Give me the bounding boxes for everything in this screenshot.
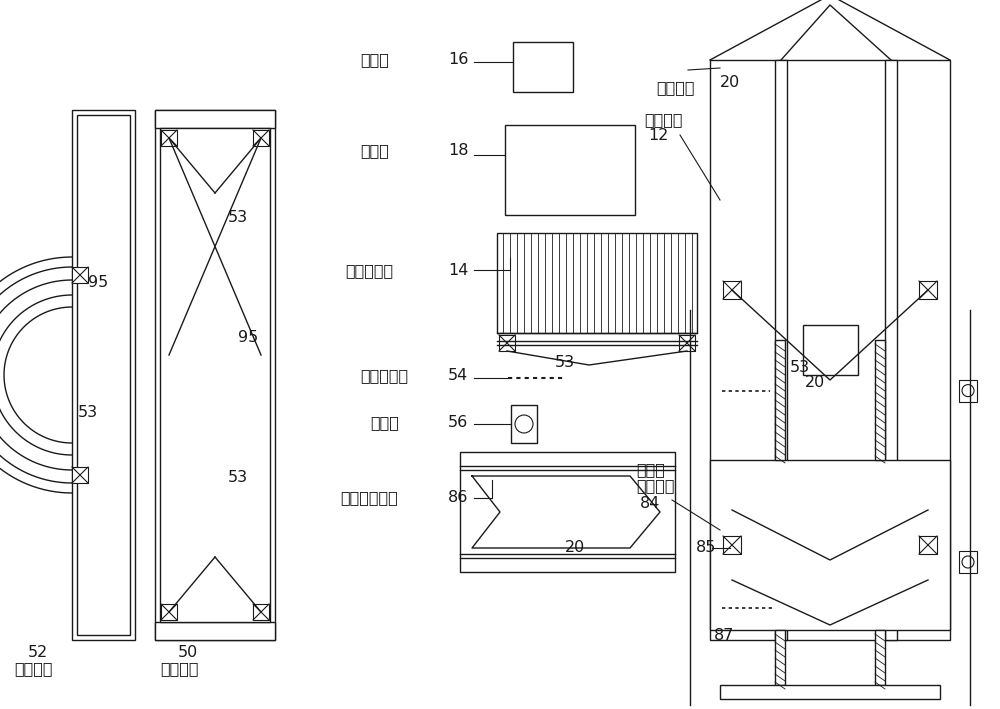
Bar (161, 130, 177, 146)
Text: 18: 18 (448, 143, 468, 158)
Text: 84: 84 (640, 496, 660, 511)
Bar (720, 685, 940, 699)
Text: 20: 20 (565, 540, 585, 555)
Bar (959, 379, 977, 401)
Bar (497, 233, 697, 333)
Bar (155, 622, 275, 640)
Text: 摄像头: 摄像头 (370, 415, 399, 430)
Text: 87: 87 (714, 628, 734, 643)
Bar (775, 340, 785, 460)
Bar (460, 452, 675, 572)
Text: 分配头: 分配头 (360, 52, 389, 67)
Bar (77, 115, 130, 635)
Text: 中轨模块: 中轨模块 (160, 661, 198, 676)
Bar (253, 130, 269, 146)
Text: 52: 52 (28, 645, 48, 660)
Text: 12: 12 (648, 128, 668, 143)
Bar (723, 281, 741, 299)
Bar (499, 335, 515, 351)
Bar (72, 110, 135, 640)
Bar (253, 604, 269, 620)
Bar (775, 630, 785, 685)
Bar (511, 405, 537, 443)
Text: 14: 14 (448, 263, 468, 278)
Text: 53: 53 (228, 470, 248, 485)
Text: 半成品: 半成品 (360, 143, 389, 158)
Bar (513, 42, 573, 92)
Text: 54: 54 (448, 368, 468, 383)
Bar (161, 604, 177, 620)
Bar (875, 340, 885, 460)
Text: 高精度: 高精度 (636, 462, 665, 477)
Text: 85: 85 (696, 540, 716, 555)
Bar (919, 536, 937, 554)
Text: 53: 53 (78, 405, 98, 420)
Bar (723, 536, 741, 554)
Text: 95: 95 (88, 275, 108, 290)
Bar (875, 630, 885, 685)
Bar (710, 460, 950, 630)
Text: 喂料器模块: 喂料器模块 (345, 263, 393, 278)
Bar (775, 60, 787, 640)
Text: 板材处理系统: 板材处理系统 (340, 490, 398, 505)
Text: 工具更换器: 工具更换器 (360, 368, 408, 383)
Text: 95: 95 (238, 330, 258, 345)
Text: 53: 53 (790, 360, 810, 375)
Text: 产品轨道: 产品轨道 (656, 80, 694, 95)
Bar (155, 110, 275, 640)
Text: 20: 20 (720, 75, 740, 90)
Bar (679, 335, 695, 351)
Bar (802, 325, 858, 375)
Bar (885, 60, 897, 640)
Text: 组装模块: 组装模块 (644, 112, 682, 127)
Bar (155, 110, 275, 128)
Text: 20: 20 (805, 375, 825, 390)
Text: 端轨模块: 端轨模块 (14, 661, 52, 676)
Bar (72, 467, 88, 483)
Text: 50: 50 (178, 645, 198, 660)
Bar (505, 125, 635, 215)
Text: 16: 16 (448, 52, 468, 67)
Text: 86: 86 (448, 490, 468, 505)
Bar (160, 128, 270, 622)
Bar (710, 60, 950, 640)
Bar (72, 267, 88, 283)
Text: 53: 53 (555, 355, 575, 370)
Text: 56: 56 (448, 415, 468, 430)
Text: 53: 53 (228, 210, 248, 225)
Bar (959, 551, 977, 573)
Bar (919, 281, 937, 299)
Text: 组装模块: 组装模块 (636, 478, 674, 493)
